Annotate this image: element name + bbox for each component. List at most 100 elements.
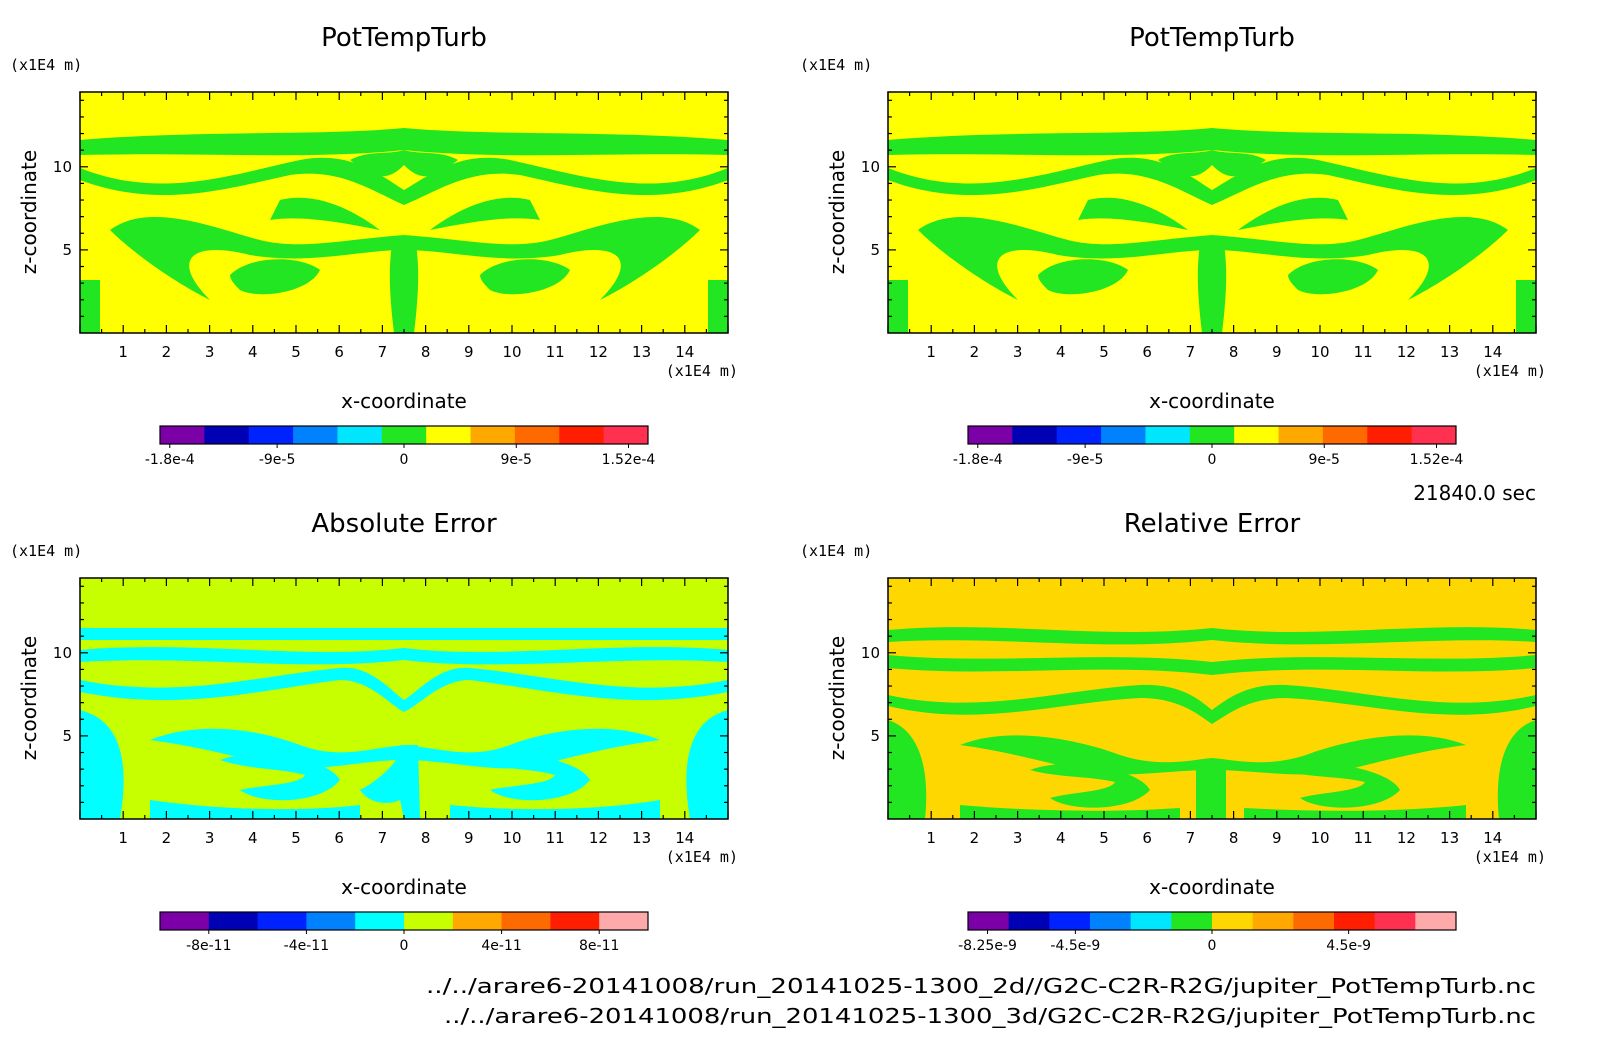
- colorbar-label: 0: [1208, 452, 1217, 468]
- colorbar-label: 9e-5: [500, 452, 531, 468]
- x-tick-label: 13: [1440, 829, 1459, 847]
- y-tick-label: 5: [62, 727, 72, 745]
- heatmap-field: [888, 92, 1536, 333]
- x-axis-label: x-coordinate: [341, 389, 467, 413]
- x-tick-label: 11: [1354, 829, 1373, 847]
- x-tick-label: 8: [1229, 343, 1239, 361]
- x-tick-label: 7: [1186, 829, 1196, 847]
- x-axis-label: x-coordinate: [1149, 875, 1275, 899]
- x-tick-label: 7: [1186, 343, 1196, 361]
- y-axis-label: z-coordinate: [17, 150, 41, 274]
- colorbar-swatch: [204, 426, 250, 444]
- colorbar-label: 0: [1208, 938, 1217, 954]
- x-tick-label: 13: [1440, 343, 1459, 361]
- x-tick-label: 12: [589, 829, 608, 847]
- colorbar-swatch: [1293, 912, 1335, 930]
- x-axis-label: x-coordinate: [1149, 389, 1275, 413]
- x-unit-label: (x1E4 m): [1474, 848, 1546, 866]
- colorbar-swatch: [1056, 426, 1102, 444]
- colorbar-swatch: [1415, 912, 1457, 930]
- colorbar-label: 0: [400, 452, 409, 468]
- colorbar-swatch: [452, 912, 503, 930]
- x-tick-label: 9: [464, 343, 474, 361]
- x-tick-label: 6: [334, 829, 344, 847]
- x-tick-label: 8: [421, 829, 431, 847]
- x-tick-label: 3: [205, 829, 215, 847]
- file-path-3d: ../../arare6-20141008/run_20141025-1300_…: [444, 1004, 1536, 1028]
- y-ticks: 5 10: [53, 99, 728, 317]
- x-tick-label: 6: [1142, 829, 1152, 847]
- x-tick-label: 1: [926, 343, 936, 361]
- x-tick-label: 1: [118, 829, 128, 847]
- x-tick-label: 11: [1354, 343, 1373, 361]
- x-tick-label: 1: [118, 343, 128, 361]
- colorbar-swatch: [470, 426, 516, 444]
- x-tick-label: 11: [546, 343, 565, 361]
- colorbar-label: -8.25e-9: [958, 938, 1017, 954]
- colorbar-swatch: [160, 426, 205, 444]
- colorbar-swatch: [337, 426, 383, 444]
- y-axis-label: z-coordinate: [825, 150, 849, 274]
- y-ticks: 5 10: [861, 99, 1536, 317]
- file-path-2d: ../../arare6-20141008/run_20141025-1300_…: [426, 974, 1536, 998]
- x-tick-label: 8: [1229, 829, 1239, 847]
- y-ticks: 5 10: [861, 585, 1536, 803]
- y-unit-label: (x1E4 m): [10, 56, 82, 74]
- x-tick-label: 8: [421, 343, 431, 361]
- x-tick-label: 4: [248, 829, 258, 847]
- colorbar-label: -1.8e-4: [953, 452, 1003, 468]
- colorbar-swatch: [1145, 426, 1191, 444]
- x-tick-label: 6: [334, 343, 344, 361]
- x-tick-label: 9: [1272, 829, 1282, 847]
- x-tick-label: 14: [675, 343, 694, 361]
- colorbar-label: 1.52e-4: [602, 452, 656, 468]
- colorbar-swatch: [293, 426, 338, 444]
- heatmap-field: [80, 92, 728, 333]
- x-tick-label: 2: [162, 829, 172, 847]
- x-tick-label: 5: [1099, 343, 1109, 361]
- colorbar-swatch: [1049, 912, 1091, 930]
- y-tick-label: 5: [870, 727, 880, 745]
- y-tick-label: 5: [870, 241, 880, 259]
- x-tick-label: 10: [1310, 829, 1329, 847]
- colorbar: -8.25e-9 -4.5e-9 0 4.5e-9: [958, 911, 1457, 954]
- colorbar-swatch: [1130, 912, 1172, 930]
- colorbar-label: 9e-5: [1308, 452, 1339, 468]
- panel-title: Relative Error: [1124, 509, 1301, 539]
- colorbar-swatch: [1334, 912, 1376, 930]
- colorbar-swatch: [501, 912, 551, 930]
- panel-title: PotTempTurb: [1129, 23, 1295, 53]
- colorbar-swatch: [248, 426, 294, 444]
- x-tick-label: 12: [1397, 343, 1416, 361]
- x-tick-label: 13: [632, 343, 651, 361]
- colorbar-label: 8e-11: [579, 938, 619, 954]
- x-tick-label: 4: [1056, 829, 1066, 847]
- colorbar-label: 0: [400, 938, 409, 954]
- x-tick-label: 14: [675, 829, 694, 847]
- colorbar-swatch: [404, 912, 454, 930]
- colorbar-swatch: [599, 912, 649, 930]
- colorbar-swatch: [426, 426, 472, 444]
- colorbar-swatch: [355, 912, 405, 930]
- x-unit-label: (x1E4 m): [666, 848, 738, 866]
- colorbar-label: -9e-5: [259, 452, 296, 468]
- colorbar-swatch: [381, 426, 427, 444]
- y-tick-label: 10: [861, 644, 880, 662]
- x-tick-label: 14: [1483, 829, 1502, 847]
- colorbar-swatch: [1012, 426, 1058, 444]
- colorbar: -1.8e-4 -9e-5 0 9e-5 1.52e-4: [145, 425, 656, 468]
- colorbar-label: -9e-5: [1067, 452, 1104, 468]
- x-tick-label: 12: [589, 343, 608, 361]
- y-unit-label: (x1E4 m): [800, 56, 872, 74]
- colorbar-swatch: [208, 912, 259, 930]
- x-tick-label: 5: [1099, 829, 1109, 847]
- colorbar-swatch: [1189, 426, 1235, 444]
- panel-title: PotTempTurb: [321, 23, 487, 53]
- colorbar-swatch: [550, 912, 600, 930]
- colorbar: -8e-11 -4e-11 0 4e-11 8e-11: [159, 911, 649, 954]
- x-tick-label: 10: [502, 829, 521, 847]
- y-tick-label: 5: [62, 241, 72, 259]
